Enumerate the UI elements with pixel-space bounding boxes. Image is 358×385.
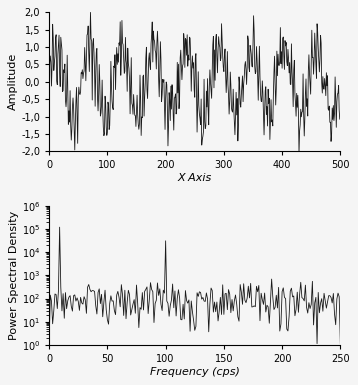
Y-axis label: Amplitude: Amplitude xyxy=(8,53,18,110)
X-axis label: Frequency (cps): Frequency (cps) xyxy=(150,367,240,377)
X-axis label: X Axis: X Axis xyxy=(178,173,212,183)
Y-axis label: Power Spectral Density: Power Spectral Density xyxy=(9,211,19,340)
